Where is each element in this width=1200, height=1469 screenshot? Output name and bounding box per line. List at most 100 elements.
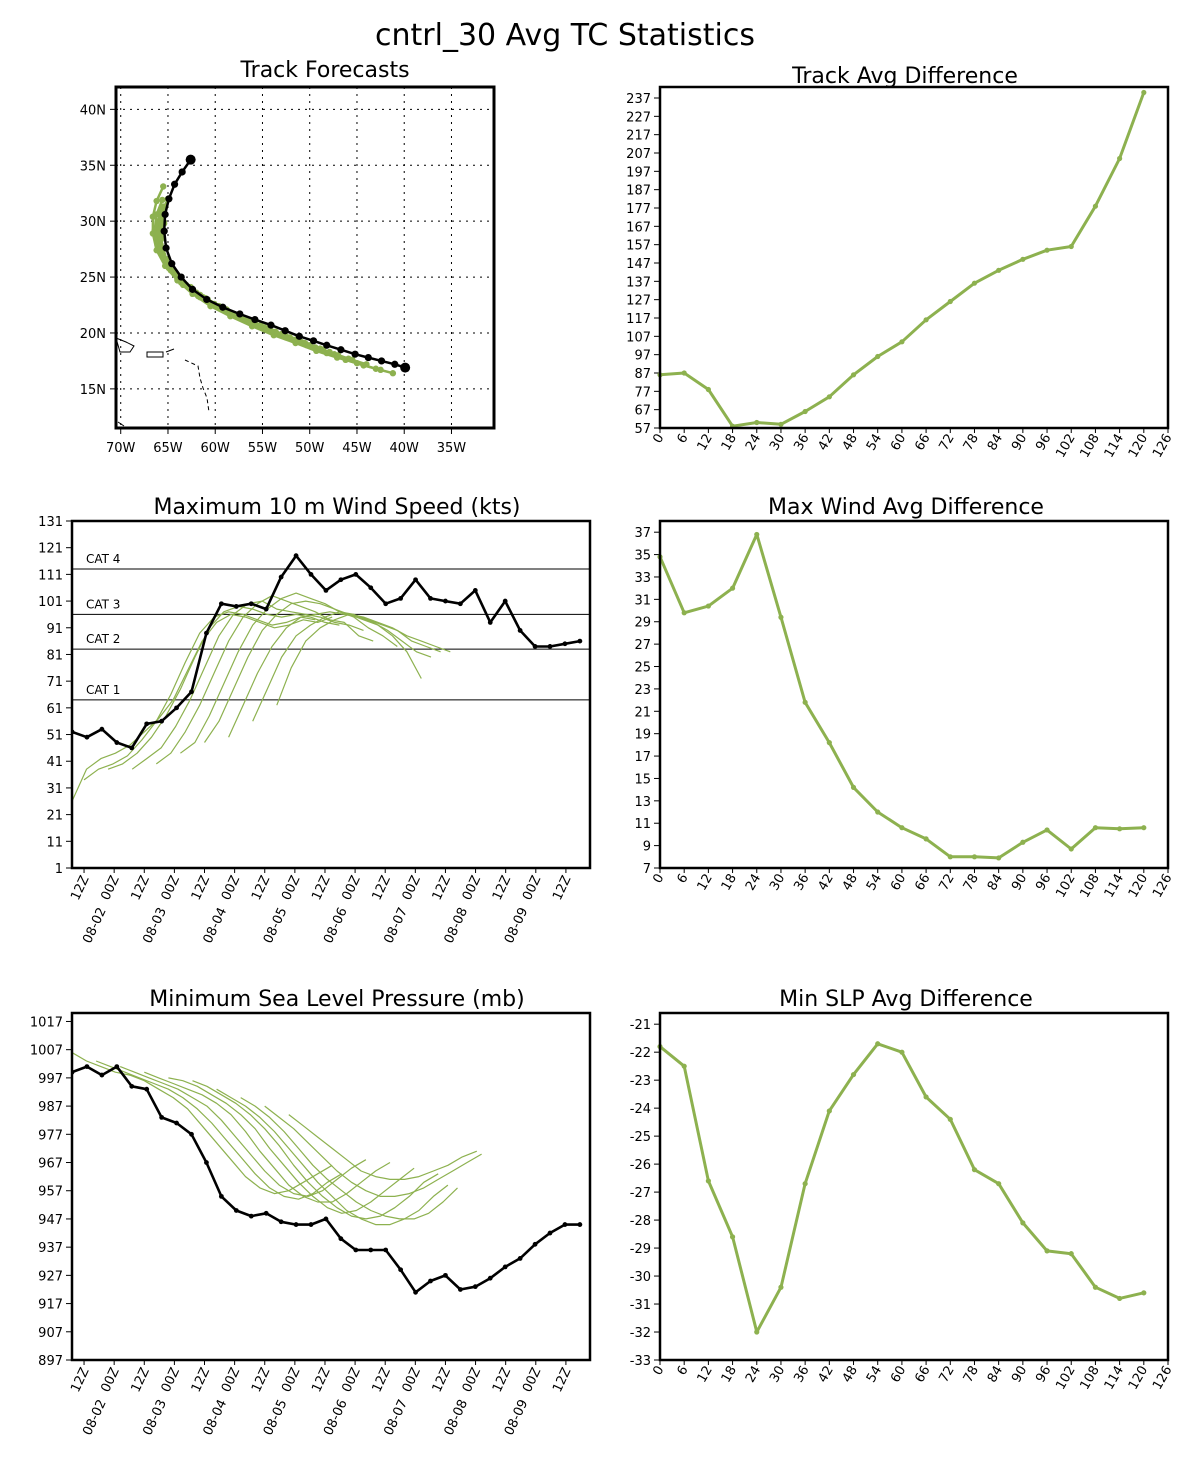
min-slp-title: Minimum Sea Level Pressure (mb) [149, 987, 524, 1012]
x-tick-label: 12 [695, 432, 716, 454]
wind-diff-point [1020, 839, 1026, 845]
wind-observed-point [218, 601, 224, 607]
slp-observed-point [129, 1083, 135, 1089]
page-title: cntrl_30 Avg TC Statistics [375, 18, 755, 53]
wind-diff-point [875, 809, 881, 815]
wind-forecast-line [107, 605, 340, 770]
category-label: CAT 2 [86, 632, 120, 646]
y-tick-label: 67 [634, 404, 651, 419]
y-tick-label: 967 [38, 1157, 63, 1172]
wind-diff-point [1092, 825, 1099, 831]
y-tick-label: 217 [626, 129, 651, 144]
wind-diff-line [658, 532, 1144, 860]
x-tick-label: 96 [1033, 872, 1054, 894]
x-tick-label: 12Z [189, 873, 213, 902]
y-tick-label: 927 [38, 1269, 63, 1284]
category-label: CAT 4 [86, 552, 120, 566]
slp-observed-point [144, 1086, 150, 1092]
x-tick-label: 66 [912, 432, 933, 454]
x-tick-label: 90 [1009, 1364, 1030, 1386]
observed-track-point [267, 321, 275, 329]
forecast-track-point [304, 342, 312, 349]
track-diff-point [681, 370, 687, 376]
observed-track-point [337, 346, 345, 354]
x-tick-label: 24 [743, 1364, 764, 1386]
wind-observed-point [323, 588, 329, 593]
x-tick-label: 108 [1077, 872, 1102, 901]
max-wind-title: Maximum 10 m Wind Speed (kts) [153, 495, 520, 520]
slp-diff-point [1068, 1251, 1074, 1257]
x-tick-label: 18 [719, 872, 740, 894]
x-tick-label: 12Z [249, 1365, 273, 1394]
slp-observed-point [502, 1264, 508, 1270]
x-tick-label: 30 [767, 432, 788, 454]
slp-forecast-line [216, 1088, 449, 1226]
forecast-track-point [257, 324, 264, 331]
slp-observed-point [338, 1236, 344, 1242]
observed-track-point [178, 168, 186, 176]
wind-observed-point [129, 745, 135, 751]
observed-track-point [351, 350, 359, 358]
wind-observed-point [413, 577, 418, 583]
y-tick-label: -27 [630, 1186, 651, 1201]
y-tick-label: 121 [38, 542, 63, 557]
x-tick-label: 00Z [279, 1365, 303, 1394]
track-diff-point [850, 372, 857, 378]
slp-diff-point [996, 1181, 1002, 1187]
x-tick-label: 00Z [159, 873, 183, 902]
wind-observed-line [72, 554, 581, 750]
x-tick-label: 00Z [520, 873, 544, 902]
wind-observed-point [457, 601, 463, 607]
wind-diff-point [1117, 826, 1123, 832]
slp-diff-point [875, 1041, 881, 1047]
observed-track-point [295, 332, 303, 340]
wind-diff-point [802, 699, 808, 705]
x-tick-label: 114 [1102, 1364, 1127, 1393]
observed-track-point [168, 260, 176, 268]
y-tick-label: 31 [634, 593, 651, 608]
wind-diff-point [971, 854, 978, 860]
wind-diff-point [826, 740, 832, 746]
forecast-track-point [349, 356, 356, 363]
y-tick-label: -22 [630, 1046, 651, 1061]
slp-observed-point [457, 1287, 463, 1292]
slp-diff-point [729, 1234, 736, 1240]
x-date-label: 08-08 [442, 905, 472, 946]
wind-forecast-line [83, 611, 316, 781]
track-diff-point [1117, 155, 1123, 162]
observed-track-point [251, 315, 259, 324]
slp-observed-point [218, 1193, 224, 1199]
y-tick-label: 917 [38, 1298, 63, 1313]
x-tick-label: 60 [888, 872, 909, 894]
y-tick-label: 137 [626, 275, 651, 290]
slp-observed-point [114, 1064, 120, 1070]
slp-diff-point [1044, 1248, 1050, 1254]
x-date-label: 08-02 [80, 1397, 110, 1438]
wind-observed-point [532, 644, 538, 649]
y-tick-label: 87 [634, 367, 651, 382]
track-diff-point [1020, 256, 1026, 262]
y-tick-label: 117 [626, 312, 651, 327]
x-tick-label: 70W [106, 441, 136, 456]
track-map-frame [114, 85, 496, 430]
slp-diff-point [850, 1071, 857, 1078]
x-tick-label: 00Z [520, 1365, 544, 1394]
wind-diff-point [681, 610, 687, 616]
observed-track-point [309, 337, 318, 345]
slp-observed-point [472, 1284, 478, 1290]
x-tick-label: 78 [961, 872, 982, 894]
y-tick-label: 167 [626, 220, 651, 235]
x-tick-label: 126 [1150, 872, 1175, 901]
x-tick-label: 0 [650, 432, 667, 447]
x-tick-label: 66 [912, 1364, 933, 1386]
y-tick-label: -26 [630, 1158, 651, 1173]
y-tick-label: 227 [626, 110, 651, 125]
x-date-label: 08-08 [442, 1397, 472, 1438]
forecast-track-point [334, 352, 342, 359]
observed-track-point [236, 310, 244, 318]
slp-diff-point [705, 1178, 711, 1184]
slp-diff-point [947, 1116, 953, 1122]
track-forecasts-title: Track Forecasts [239, 58, 409, 83]
slp-forecast-line [264, 1105, 482, 1198]
slp-observed-point [263, 1210, 269, 1216]
